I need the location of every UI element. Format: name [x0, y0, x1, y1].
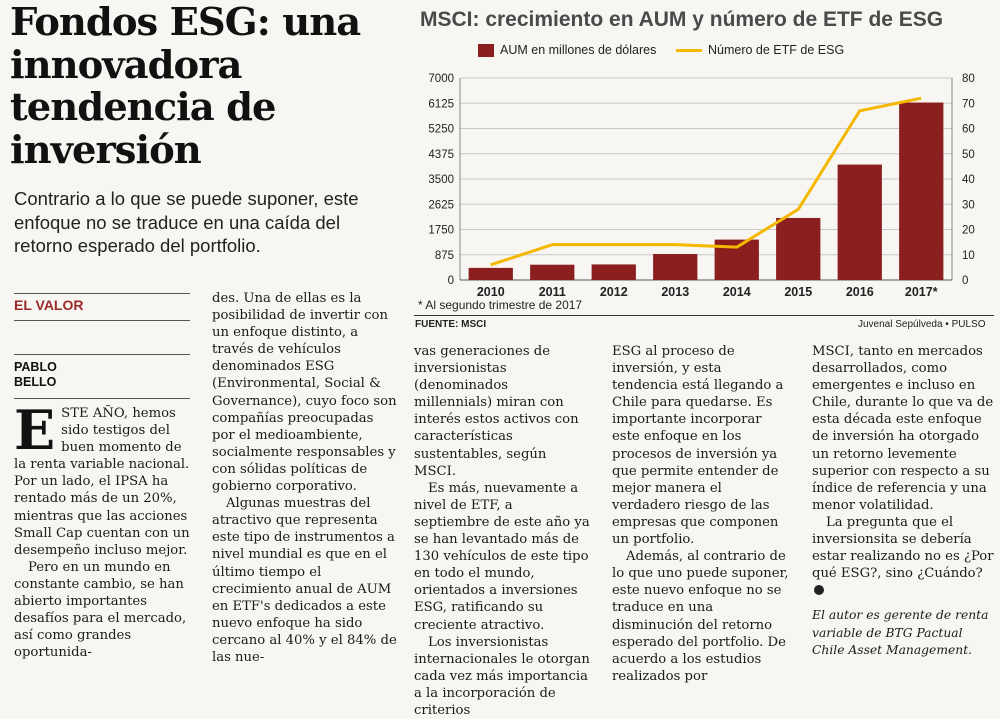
paragraph: ESG al proceso de inversión, y esta tend… [612, 344, 784, 548]
series-line [490, 96, 922, 267]
right-axis-tick-label: 0 [962, 275, 968, 287]
section-label: EL VALOR [14, 297, 84, 313]
bar [653, 254, 698, 280]
left-axis-tick-label: 6125 [428, 98, 454, 110]
paragraph: Es más, nuevamente a nivel de ETF, a sep… [414, 480, 590, 633]
left-axis-tick-label: 5250 [428, 124, 454, 136]
left-axis-tick-label: 3500 [428, 174, 454, 186]
right-axis-tick-label: 40 [962, 174, 975, 186]
bar [530, 264, 575, 280]
end-mark-icon [814, 585, 824, 596]
paragraph: Los inversionistas internacionales le ot… [414, 634, 590, 718]
left-axis-tick-label: 4375 [428, 149, 454, 161]
bar [837, 164, 882, 280]
right-axis-tick-label: 60 [962, 124, 975, 136]
right-axis-tick-label: 70 [962, 98, 975, 110]
paragraph: Además, al contrario de lo que uno puede… [612, 549, 789, 684]
body-column-4: ESG al proceso de inversión, y esta tend… [612, 343, 790, 685]
right-axis-tick-label: 30 [962, 199, 975, 211]
divider [14, 293, 190, 294]
chart-source: FUENTE: MSCI [415, 319, 487, 330]
paragraph: hemos sido testigos del buen momento de … [14, 406, 190, 558]
right-axis-tick-label: 10 [962, 250, 975, 262]
x-axis-tick-label: 2016 [846, 285, 874, 298]
body-column-1: E STE AÑO, hemos sido testigos del buen m… [14, 398, 192, 661]
right-axis-tick-label: 50 [962, 149, 975, 161]
left-axis-tick-label: 875 [435, 250, 454, 262]
chart-footnote: * Al segundo trimestre de 2017 [418, 298, 583, 312]
drop-cap: E [14, 398, 56, 462]
left-axis-tick-label: 7000 [428, 73, 454, 85]
subheadline: Contrario a lo que se puede suponer, est… [14, 188, 359, 256]
divider [414, 315, 994, 316]
right-axis-tick-label: 80 [962, 73, 975, 85]
legend-item-aum: AUM en millones de dólares [478, 40, 656, 60]
x-axis-tick-label: 2014 [723, 285, 751, 298]
x-axis-tick-label: 2017* [905, 285, 938, 298]
chart-credit: Juvenal Sepúlveda • PULSO [858, 319, 986, 330]
bar [776, 217, 821, 280]
right-axis-tick-label: 20 [962, 225, 975, 237]
legend-item-etf: Número de ETF de ESG [676, 40, 844, 60]
x-axis-tick-label: 2010 [477, 285, 505, 298]
paragraph: vas generaciones de inversionistas (deno… [414, 344, 579, 479]
divider [14, 320, 190, 321]
legend-line-swatch [676, 48, 702, 52]
bar [468, 267, 513, 280]
paragraph: des. Una de ellas es la posibilidad de i… [212, 291, 397, 495]
left-axis-tick-label: 1750 [428, 225, 454, 237]
headline: Fondos ESG: una innovadora tendencia de … [10, 0, 361, 173]
paragraph: Algunas muestras del atractivo que repre… [212, 496, 397, 665]
paragraph: Pero en un mundo en constante cambio, se… [14, 559, 187, 661]
bar [591, 264, 636, 280]
x-axis-tick-label: 2011 [539, 285, 566, 298]
left-axis-tick-label: 0 [448, 275, 454, 287]
legend-label-aum: AUM en millones de dólares [500, 43, 657, 57]
body-column-5: MSCI, tanto en mercados desarrollados, c… [812, 343, 994, 659]
author-note: El autor es gerente de renta variable de… [812, 608, 989, 657]
author-byline: PABLO BELLO [14, 360, 57, 389]
divider [14, 398, 190, 399]
etf-growth-chart: 0 875 1750 2625 3500 4375 5250 6125 7000 0 10 20 30 4… [428, 73, 975, 298]
body-column-3: vas generaciones de inversionistas (deno… [414, 343, 590, 719]
x-axis-tick-label: 2013 [661, 285, 689, 298]
paragraph: La pregunta que el inversionsita se debe… [812, 514, 994, 582]
left-axis-tick-label: 2625 [428, 199, 454, 211]
lead-in: STE AÑO, [61, 406, 129, 421]
x-axis-tick-label: 2015 [784, 285, 812, 298]
legend-label-etf: Número de ETF de ESG [708, 43, 845, 57]
x-axis-tick-label: 2012 [600, 285, 628, 298]
chart-title: MSCI: crecimiento en AUM y número de ETF… [420, 8, 944, 31]
divider [14, 354, 190, 355]
paragraph: MSCI, tanto en mercados desarrollados, c… [812, 344, 994, 513]
legend-bar-swatch [478, 43, 494, 57]
body-column-2: des. Una de ellas es la posibilidad de i… [212, 290, 400, 666]
bar [899, 102, 944, 281]
